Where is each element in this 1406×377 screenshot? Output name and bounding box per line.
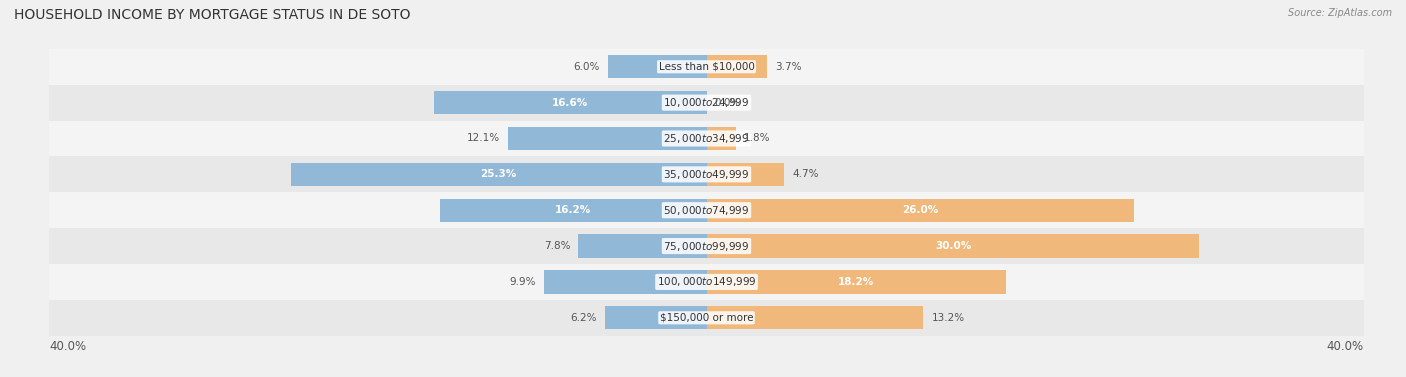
- Bar: [544, 270, 707, 294]
- Bar: [607, 55, 707, 78]
- Text: Less than $10,000: Less than $10,000: [658, 62, 755, 72]
- Text: HOUSEHOLD INCOME BY MORTGAGE STATUS IN DE SOTO: HOUSEHOLD INCOME BY MORTGAGE STATUS IN D…: [14, 8, 411, 21]
- Bar: [578, 234, 707, 258]
- Text: 40.0%: 40.0%: [1327, 340, 1364, 353]
- Bar: [605, 306, 707, 329]
- Bar: [707, 127, 737, 150]
- Bar: [508, 127, 707, 150]
- Bar: [291, 163, 707, 186]
- Bar: [707, 163, 783, 186]
- Text: 16.2%: 16.2%: [555, 205, 592, 215]
- Bar: [433, 91, 707, 114]
- Text: $150,000 or more: $150,000 or more: [659, 313, 754, 323]
- Bar: [49, 192, 1364, 228]
- Text: 13.2%: 13.2%: [932, 313, 965, 323]
- Text: 0.0%: 0.0%: [714, 98, 741, 107]
- Text: $75,000 to $99,999: $75,000 to $99,999: [664, 239, 749, 253]
- Text: $25,000 to $34,999: $25,000 to $34,999: [664, 132, 749, 145]
- Text: 16.6%: 16.6%: [553, 98, 588, 107]
- Text: $10,000 to $24,999: $10,000 to $24,999: [664, 96, 749, 109]
- Text: 6.0%: 6.0%: [574, 62, 600, 72]
- Bar: [49, 49, 1364, 85]
- Bar: [49, 121, 1364, 156]
- Bar: [707, 234, 1199, 258]
- Text: 3.7%: 3.7%: [776, 62, 801, 72]
- Bar: [49, 156, 1364, 192]
- Text: 40.0%: 40.0%: [49, 340, 86, 353]
- Text: 1.8%: 1.8%: [744, 133, 770, 144]
- Text: 12.1%: 12.1%: [467, 133, 499, 144]
- Text: 25.3%: 25.3%: [481, 169, 517, 179]
- Text: 9.9%: 9.9%: [509, 277, 536, 287]
- Bar: [49, 228, 1364, 264]
- Text: $50,000 to $74,999: $50,000 to $74,999: [664, 204, 749, 217]
- Text: 7.8%: 7.8%: [544, 241, 569, 251]
- Text: 26.0%: 26.0%: [903, 205, 938, 215]
- Text: $35,000 to $49,999: $35,000 to $49,999: [664, 168, 749, 181]
- Bar: [707, 199, 1133, 222]
- Bar: [49, 85, 1364, 121]
- Bar: [707, 306, 924, 329]
- Bar: [49, 300, 1364, 336]
- Text: 6.2%: 6.2%: [569, 313, 596, 323]
- Text: $100,000 to $149,999: $100,000 to $149,999: [657, 276, 756, 288]
- Text: 4.7%: 4.7%: [792, 169, 818, 179]
- Text: 30.0%: 30.0%: [935, 241, 972, 251]
- Text: 18.2%: 18.2%: [838, 277, 875, 287]
- Bar: [49, 264, 1364, 300]
- Text: Source: ZipAtlas.com: Source: ZipAtlas.com: [1288, 8, 1392, 18]
- Bar: [707, 270, 1005, 294]
- Bar: [440, 199, 707, 222]
- Bar: [707, 55, 768, 78]
